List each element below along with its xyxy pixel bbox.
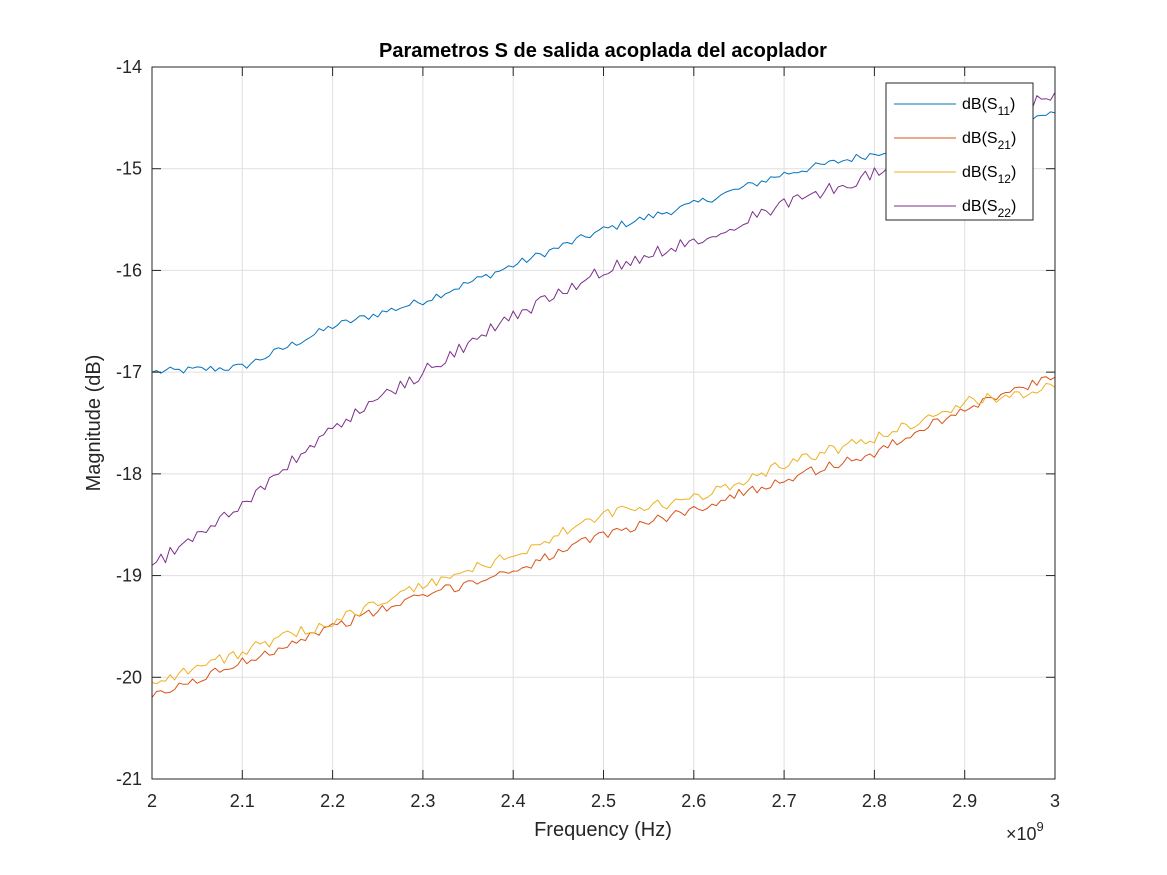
y-tick-label: -19 bbox=[116, 566, 142, 586]
x-tick-label: 2.9 bbox=[952, 791, 977, 811]
legend-label-subscript: 21 bbox=[998, 138, 1012, 152]
x-tick-label: 2.6 bbox=[681, 791, 706, 811]
y-tick-label: -18 bbox=[116, 464, 142, 484]
y-tick-label: -14 bbox=[116, 57, 142, 77]
y-axis-label: Magnitude (dB) bbox=[83, 355, 105, 492]
x-exponent-power: 9 bbox=[1037, 819, 1044, 834]
legend-label-end: ) bbox=[1011, 198, 1016, 215]
legend-item: dB(S21) bbox=[894, 130, 1016, 152]
x-tick-label: 2.8 bbox=[862, 791, 887, 811]
legend-label: dB(S22) bbox=[962, 198, 1016, 220]
series-line-12 bbox=[151, 383, 1056, 685]
legend-label-end: ) bbox=[1010, 96, 1015, 113]
x-tick-labels: 2 2.1 2.2 2.3 2.4 2.5 2.6 2.7 2.8 2.9 3 bbox=[147, 791, 1060, 811]
x-exponent-base: ×10 bbox=[1006, 824, 1037, 844]
legend-item: dB(S11) bbox=[894, 96, 1015, 118]
legend-label: dB(S12) bbox=[962, 164, 1016, 186]
x-exponent-label: ×109 bbox=[1006, 819, 1044, 844]
legend-label-base: dB(S bbox=[962, 130, 998, 147]
legend: dB(S11)dB(S21)dB(S12)dB(S22) bbox=[885, 82, 1034, 221]
legend-label-subscript: 11 bbox=[998, 104, 1011, 118]
y-tick-label: -21 bbox=[116, 769, 142, 789]
x-axis-label: Frequency (Hz) bbox=[534, 819, 672, 841]
x-tick-label: 2.4 bbox=[501, 791, 526, 811]
x-tick-label: 2.5 bbox=[591, 791, 616, 811]
legend-label-base: dB(S bbox=[962, 198, 998, 215]
legend-item: dB(S12) bbox=[894, 164, 1016, 186]
x-tick-label: 2.2 bbox=[320, 791, 345, 811]
x-tick-label: 2.7 bbox=[772, 791, 797, 811]
x-tick-label: 2 bbox=[147, 791, 157, 811]
legend-label-end: ) bbox=[1011, 130, 1016, 147]
series-line-21 bbox=[151, 376, 1056, 698]
legend-label-base: dB(S bbox=[962, 96, 998, 113]
legend-label-end: ) bbox=[1011, 164, 1016, 181]
y-tick-label: -17 bbox=[116, 362, 142, 382]
x-tick-label: 2.1 bbox=[230, 791, 255, 811]
y-tick-label: -16 bbox=[116, 260, 142, 280]
legend-label: dB(S11) bbox=[962, 96, 1015, 118]
x-tick-label: 2.3 bbox=[410, 791, 435, 811]
y-tick-label: -20 bbox=[116, 667, 142, 687]
legend-box bbox=[885, 82, 1034, 221]
legend-item: dB(S22) bbox=[894, 198, 1016, 220]
y-tick-label: -15 bbox=[116, 159, 142, 179]
x-tick-label: 3 bbox=[1050, 791, 1060, 811]
chart-title: Parametros S de salida acoplada del acop… bbox=[379, 40, 827, 62]
legend-label-subscript: 22 bbox=[998, 206, 1012, 220]
legend-label: dB(S21) bbox=[962, 130, 1016, 152]
ticks bbox=[151, 66, 1056, 780]
y-tick-labels: -21 -20 -19 -18 -17 -16 -15 -14 bbox=[116, 57, 142, 789]
legend-label-base: dB(S bbox=[962, 164, 998, 181]
legend-label-subscript: 12 bbox=[998, 172, 1012, 186]
